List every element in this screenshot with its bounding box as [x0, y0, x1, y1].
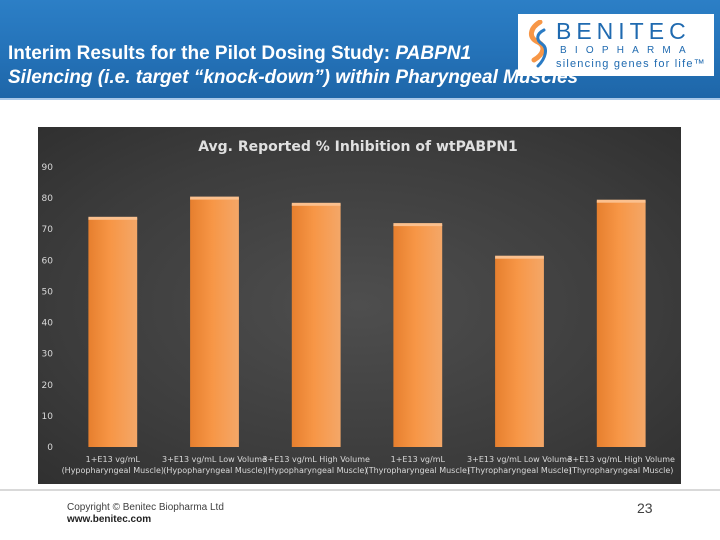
x-tick-label: (Hypopharyngeal Muscle)	[163, 466, 265, 475]
bar-top-highlight	[88, 216, 138, 220]
title-line1-plain: Interim Results for the Pilot Dosing Stu…	[8, 43, 396, 64]
x-tick-label: (Thyropharyngeal Muscle)	[569, 466, 673, 475]
copyright-text: Copyright © Benitec Biopharma Ltd	[67, 502, 224, 513]
bar-top-highlight	[393, 223, 443, 227]
slide-header: Interim Results for the Pilot Dosing Stu…	[0, 0, 720, 100]
bar	[596, 201, 646, 447]
bar-top-highlight	[495, 255, 544, 259]
y-tick-label: 0	[47, 443, 53, 453]
x-tick-label: 3+E13 vg/mL Low Volume	[162, 455, 267, 464]
bar	[190, 198, 239, 447]
y-axis: 0 10 20 30 40 50 60 70 80 90	[42, 163, 54, 453]
logo-sub: BIOPHARMA	[560, 45, 694, 56]
logo-tagline: silencing genes for life™	[556, 58, 706, 70]
bars	[88, 196, 646, 447]
bar-top-highlight	[291, 202, 341, 206]
bar-chart: Avg. Reported % Inhibition of wtPABPN1 0…	[42, 139, 676, 475]
bar-top-highlight	[190, 196, 239, 200]
x-tick-label: (Thyropharyngeal Muscle)	[366, 466, 470, 475]
y-tick-label: 90	[42, 163, 54, 173]
page-number: 23	[637, 500, 653, 516]
bar	[291, 204, 341, 447]
benitec-swirl-icon	[529, 20, 547, 68]
x-tick-label: 3+E13 vg/mL Low Volume	[467, 455, 572, 464]
y-tick-label: 20	[42, 381, 54, 391]
y-tick-label: 60	[42, 256, 54, 266]
y-tick-label: 80	[42, 194, 54, 204]
bar	[393, 224, 443, 447]
bar	[88, 218, 138, 447]
chart-title: Avg. Reported % Inhibition of wtPABPN1	[198, 139, 518, 155]
bar-top-highlight	[596, 199, 646, 203]
title-line1-italic: PABPN1	[395, 43, 472, 64]
chart-container: Avg. Reported % Inhibition of wtPABPN1 0…	[38, 127, 681, 484]
x-tick-label: (Thyropharyngeal Muscle)	[467, 466, 571, 475]
footer-divider	[0, 489, 720, 491]
x-tick-label: 3+E13 vg/mL High Volume	[262, 455, 370, 464]
logo-name: BENITEC	[556, 18, 691, 44]
y-tick-label: 70	[42, 225, 54, 235]
x-axis-labels: 1+E13 vg/mL (Hypopharyngeal Muscle) 3+E13 …	[62, 455, 675, 475]
x-tick-label: (Hypopharyngeal Muscle)	[265, 466, 367, 475]
y-tick-label: 50	[42, 287, 54, 297]
bar	[495, 257, 544, 447]
y-tick-label: 40	[42, 319, 54, 329]
x-tick-label: (Hypopharyngeal Muscle)	[62, 466, 164, 475]
title-line2: Silencing (i.e. target “knock-down”) wit…	[8, 67, 579, 88]
x-tick-label: 1+E13 vg/mL	[391, 455, 446, 464]
x-tick-label: 3+E13 vg/mL High Volume	[567, 455, 675, 464]
y-tick-label: 10	[42, 412, 54, 422]
website-link[interactable]: www.benitec.com	[67, 514, 152, 525]
x-tick-label: 1+E13 vg/mL	[86, 455, 141, 464]
slide-title: Interim Results for the Pilot Dosing Stu…	[8, 42, 608, 90]
benitec-logo: BENITEC BIOPHARMA silencing genes for li…	[518, 14, 714, 76]
y-tick-label: 30	[42, 350, 54, 360]
